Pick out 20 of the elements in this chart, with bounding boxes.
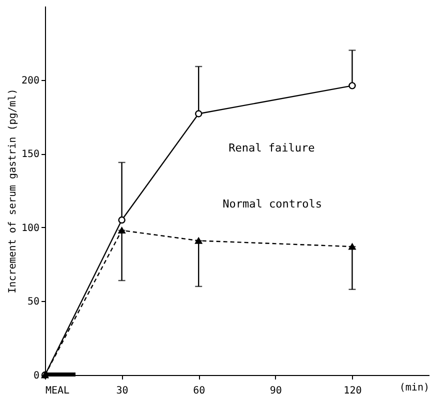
point: [195, 110, 202, 118]
text: Normal controls: [222, 198, 322, 211]
y-tick-label: 50: [27, 296, 40, 308]
point: [348, 82, 356, 90]
point: [118, 227, 126, 234]
x-tick-label: 120: [344, 386, 362, 396]
x-axis-title: (min): [399, 382, 430, 394]
text: Renal failure: [228, 142, 315, 155]
point: [195, 237, 202, 244]
point: [348, 243, 356, 250]
x-tick-label: 60: [193, 386, 206, 396]
x-tick-label: 90: [270, 386, 282, 396]
x-tick-label: 30: [116, 386, 128, 396]
point: [118, 216, 126, 224]
y-tick-label: 200: [21, 75, 40, 86]
y-axis-title: Increment of serum gastrin (pg/ml): [7, 88, 18, 294]
y-tick-label: 0: [33, 370, 40, 382]
y-tick-label: 150: [21, 149, 40, 160]
x-tick-label: MEAL: [46, 386, 70, 396]
y-tick-label: 100: [21, 222, 40, 234]
